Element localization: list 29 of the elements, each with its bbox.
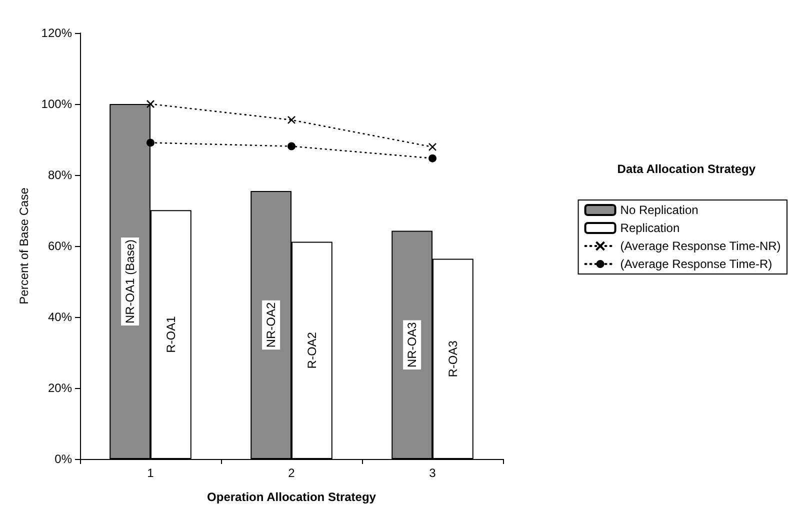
legend-label: (Average Response Time-NR)	[620, 239, 781, 253]
x-tick-label: 1	[147, 466, 154, 480]
point	[288, 142, 296, 150]
data-label: NR-OA2	[264, 302, 278, 348]
x-axis-title: Operation Allocation Strategy	[207, 490, 376, 504]
point	[428, 154, 436, 162]
legend-title: Data Allocation Strategy	[617, 162, 756, 176]
point	[428, 142, 437, 152]
point	[146, 100, 155, 108]
data-label: R-OA2	[304, 332, 319, 369]
legend-label: No Replication	[620, 203, 698, 217]
x-tick-label: 3	[429, 466, 436, 480]
y-tick-label: 20%	[48, 381, 72, 395]
y-axis-title: Percent of Base Case	[17, 187, 31, 304]
data-label: NR-OA1 (Base)	[123, 239, 138, 324]
data-label: R-OA3	[446, 340, 460, 378]
y-tick-label: 60%	[48, 239, 72, 253]
x-tick-label: 2	[288, 466, 296, 480]
y-tick-label: 100%	[41, 97, 72, 111]
data-label: R-OA1	[164, 316, 178, 353]
data-label: NR-OA3	[405, 322, 420, 368]
legend-label: Replication	[620, 221, 680, 235]
y-tick-label: 0%	[54, 452, 72, 466]
y-tick-label: 80%	[48, 168, 72, 182]
legend-label: (Average Response Time-R)	[620, 257, 772, 271]
point	[287, 116, 296, 124]
y-tick-label: 40%	[48, 310, 72, 324]
y-tick-label: 120%	[41, 26, 72, 40]
point	[146, 138, 154, 147]
